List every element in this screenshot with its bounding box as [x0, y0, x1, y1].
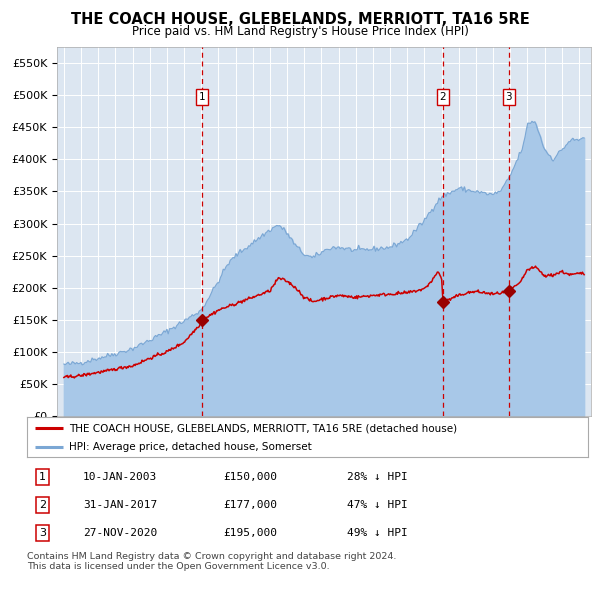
Text: 27-NOV-2020: 27-NOV-2020 — [83, 528, 157, 538]
Text: 10-JAN-2003: 10-JAN-2003 — [83, 472, 157, 482]
Text: HPI: Average price, detached house, Somerset: HPI: Average price, detached house, Some… — [69, 442, 312, 452]
Text: 2: 2 — [39, 500, 46, 510]
Text: 28% ↓ HPI: 28% ↓ HPI — [347, 472, 407, 482]
Text: 3: 3 — [506, 92, 512, 102]
Text: 31-JAN-2017: 31-JAN-2017 — [83, 500, 157, 510]
Text: 47% ↓ HPI: 47% ↓ HPI — [347, 500, 407, 510]
Text: Price paid vs. HM Land Registry's House Price Index (HPI): Price paid vs. HM Land Registry's House … — [131, 25, 469, 38]
Text: £150,000: £150,000 — [223, 472, 277, 482]
Text: THE COACH HOUSE, GLEBELANDS, MERRIOTT, TA16 5RE (detached house): THE COACH HOUSE, GLEBELANDS, MERRIOTT, T… — [69, 424, 457, 434]
Text: Contains HM Land Registry data © Crown copyright and database right 2024.
This d: Contains HM Land Registry data © Crown c… — [27, 552, 397, 571]
Text: 1: 1 — [39, 472, 46, 482]
Text: 49% ↓ HPI: 49% ↓ HPI — [347, 528, 407, 538]
Text: 3: 3 — [39, 528, 46, 538]
Text: £177,000: £177,000 — [223, 500, 277, 510]
Text: 2: 2 — [440, 92, 446, 102]
Text: THE COACH HOUSE, GLEBELANDS, MERRIOTT, TA16 5RE: THE COACH HOUSE, GLEBELANDS, MERRIOTT, T… — [71, 12, 529, 27]
Text: £195,000: £195,000 — [223, 528, 277, 538]
Text: 1: 1 — [199, 92, 205, 102]
